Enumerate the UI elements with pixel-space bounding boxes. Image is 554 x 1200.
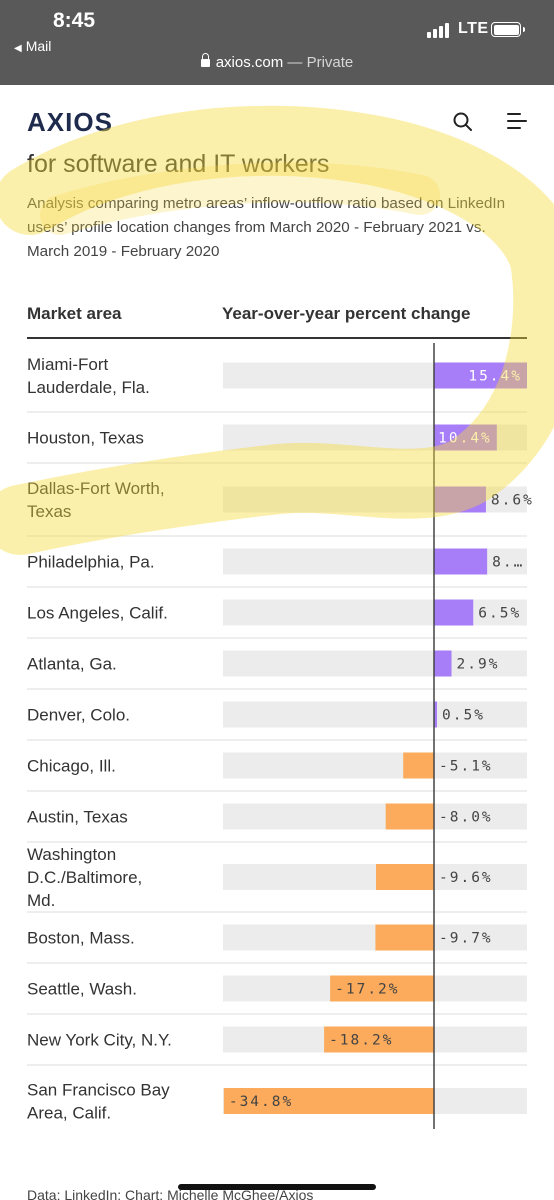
category-label: Dallas-Fort Worth, [27, 479, 165, 498]
header-rule [27, 337, 527, 339]
value-label: 2.9% [457, 657, 500, 673]
bar-track [223, 924, 527, 951]
category-label: Houston, Texas [27, 429, 144, 448]
value-label: 8.… [492, 555, 524, 571]
lock-icon [200, 53, 210, 67]
value-label: -9.6% [439, 870, 493, 886]
bar-mark [434, 424, 497, 451]
bar-mark [434, 650, 452, 677]
category-label: Washington [27, 845, 116, 864]
value-label: -5.1% [439, 759, 493, 775]
bar-mark [403, 752, 434, 779]
bar-track [223, 701, 527, 728]
column-header-market: Market area [27, 304, 122, 323]
value-label: -18.2% [329, 1033, 393, 1049]
bar-mark [330, 975, 434, 1002]
home-indicator [178, 1184, 376, 1190]
category-label: Miami-Fort [27, 355, 108, 374]
site-header: AXIOS [0, 85, 554, 155]
bar-mark [324, 1026, 434, 1053]
back-label: Mail [25, 38, 52, 54]
category-label: Los Angeles, Calif. [27, 604, 168, 623]
battery-icon [491, 22, 525, 37]
status-time: 8:45 [53, 9, 96, 32]
bar-mark [385, 803, 434, 830]
category-label: San Francisco Bay [27, 1081, 170, 1100]
value-label: -34.8% [229, 1094, 293, 1110]
chart-subtitle: Analysis comparing metro areas’ inflow-o… [27, 195, 506, 260]
category-label: New York City, N.Y. [27, 1031, 172, 1050]
category-label: Seattle, Wash. [27, 980, 137, 999]
bar-mark [434, 701, 438, 728]
axios-logo[interactable]: AXIOS [27, 107, 113, 137]
chart-title: for software and IT workers [27, 150, 330, 176]
category-label: Texas [27, 502, 71, 521]
category-label: Denver, Colo. [27, 706, 130, 725]
menu-icon[interactable] [507, 113, 527, 129]
category-label: Boston, Mass. [27, 929, 135, 948]
value-label: 8.6% [491, 493, 534, 509]
value-label: 15.4% [468, 369, 522, 385]
bar-mark [434, 599, 474, 626]
bar-mark [434, 548, 488, 575]
private-mode-label: Private [306, 54, 354, 71]
back-to-mail-button[interactable]: ◀ Mail [14, 38, 51, 54]
value-label: -8.0% [439, 810, 493, 826]
bar-track [223, 650, 527, 677]
column-header-change: Year-over-year percent change [222, 304, 471, 323]
category-label: Atlanta, Ga. [27, 655, 117, 674]
bar-mark [434, 362, 527, 389]
url-field[interactable]: axios.com — Private [0, 53, 554, 71]
bar-mark [434, 486, 486, 513]
value-label: 0.5% [442, 708, 485, 724]
bar-mark [375, 924, 434, 951]
value-label: 10.4% [438, 431, 492, 447]
category-label: Chicago, Ill. [27, 757, 116, 776]
bar-track [223, 803, 527, 830]
value-label: -17.2% [335, 982, 399, 998]
signal-icon [427, 22, 453, 38]
chart-source: Data: LinkedIn; Chart: Michelle McGhee/A… [27, 1187, 314, 1200]
bar-mark [376, 864, 434, 890]
bar-track [223, 752, 527, 779]
category-label: Austin, Texas [27, 808, 128, 827]
search-icon[interactable] [453, 112, 472, 131]
category-label: Md. [27, 891, 55, 910]
chart-title-container: for software and IT workers [27, 146, 547, 176]
value-label: -9.7% [439, 931, 493, 947]
url-separator: — [287, 54, 303, 71]
back-arrow-icon: ◀ [14, 43, 22, 54]
network-type: LTE [458, 20, 489, 37]
bar-mark [223, 1088, 434, 1114]
browser-top-bar: 8:45 ◀ Mail LTE axios.com — Private [0, 0, 554, 85]
bar-track [223, 864, 527, 890]
category-label: Lauderdale, Fla. [27, 378, 150, 397]
url-domain: axios.com [215, 54, 284, 71]
category-label: Philadelphia, Pa. [27, 553, 155, 572]
value-label: 6.5% [478, 606, 521, 622]
bar-track [223, 599, 527, 626]
category-label: D.C./Baltimore, [27, 868, 142, 887]
category-label: Area, Calif. [27, 1104, 111, 1123]
